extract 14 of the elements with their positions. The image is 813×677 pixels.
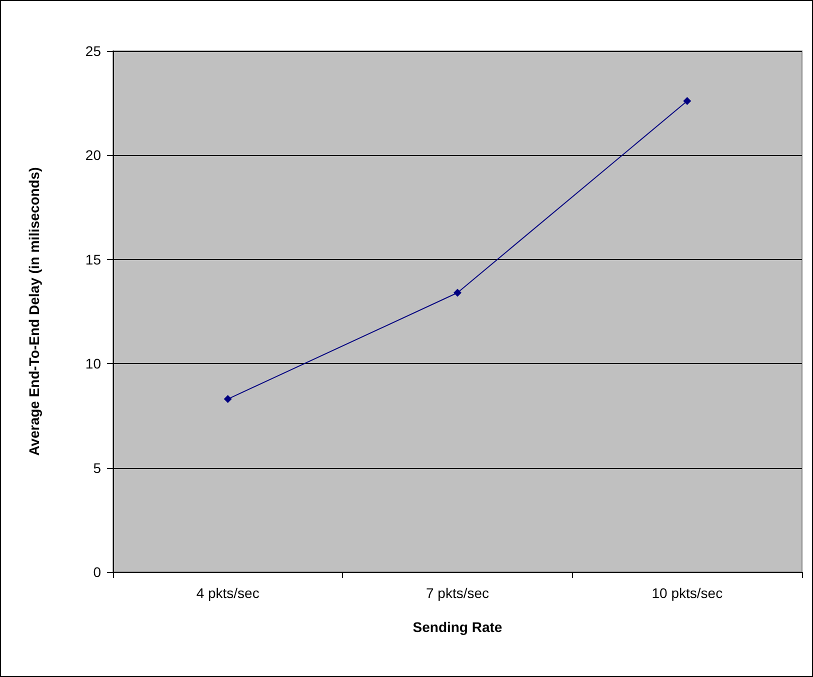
- y-tick-label: 15: [85, 251, 102, 268]
- y-tick-label: 0: [93, 564, 102, 580]
- point: [683, 97, 692, 106]
- y-axis-title: Average End-To-End Delay (in miliseconds): [26, 167, 42, 456]
- y-tick-label: 20: [85, 147, 102, 164]
- point: [224, 395, 232, 404]
- x-tick-label: 10 pkts/sec: [652, 585, 723, 601]
- y-tick-label: 10: [85, 356, 102, 372]
- x-tick-label: 7 pkts/sec: [426, 585, 490, 601]
- x-axis-title: Sending Rate: [412, 619, 502, 635]
- x-tick-label: 4 pkts/sec: [196, 585, 260, 601]
- y-tick-label: 5: [93, 460, 102, 476]
- y-tick-label: 25: [85, 43, 102, 59]
- point: [454, 288, 462, 297]
